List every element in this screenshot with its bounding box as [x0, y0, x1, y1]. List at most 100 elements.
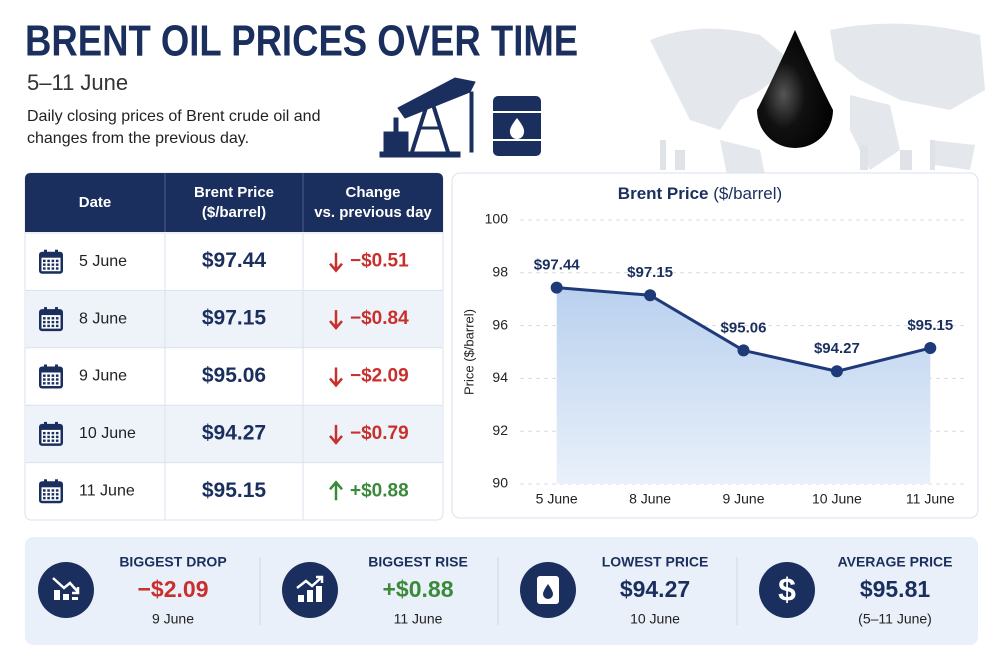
y-tick-label: 92: [492, 422, 508, 438]
calendar-day: [47, 320, 50, 324]
point: [644, 289, 657, 302]
calendar-day: [43, 324, 46, 328]
calendar-day: [55, 439, 59, 442]
column-header: ($/barrel): [202, 204, 266, 221]
calendar-day: [51, 378, 55, 381]
table-header-bg: [25, 173, 443, 232]
stat-note: 9 June: [152, 611, 194, 627]
price-cell: $97.15: [202, 307, 267, 330]
date-cell: 9 June: [79, 368, 127, 385]
column-header: Date: [79, 194, 112, 211]
calendar-ring: [44, 421, 47, 427]
calendar-day: [43, 263, 46, 266]
calendar-face: [41, 372, 61, 386]
stat-value: $95.81: [860, 576, 931, 602]
barrel-icon: [493, 96, 541, 156]
calendar-day: [51, 259, 55, 263]
stat-label: BIGGEST DROP: [119, 554, 226, 570]
icon-bars: [298, 586, 322, 602]
area: [556, 287, 931, 484]
x-tick-label: 8 June: [629, 491, 671, 507]
calendar-day: [43, 431, 46, 435]
calendar-day: [55, 267, 59, 270]
calendar-day: [47, 382, 50, 385]
stat-icon: [52, 577, 80, 600]
calendar-day: [43, 267, 46, 270]
date-cell: 11 June: [79, 483, 135, 500]
change-cell: −$2.09: [350, 366, 409, 387]
calendar-day: [55, 320, 59, 324]
calendar-day: [51, 496, 55, 500]
calendar-day: [51, 317, 55, 320]
calendar-day: [51, 382, 55, 385]
stat-label: LOWEST PRICE: [602, 554, 709, 570]
calendar-day: [43, 320, 46, 324]
data-label: $95.15: [907, 317, 953, 334]
calendar-day: [47, 374, 50, 377]
calendar-day: [55, 263, 59, 266]
calendar-icon: [39, 479, 63, 504]
change-cell: −$0.79: [350, 423, 409, 444]
calendar-day: [51, 439, 55, 442]
calendar-ring: [44, 364, 47, 370]
column-header: Change: [345, 184, 400, 201]
calendar-day: [55, 431, 59, 435]
calendar-day: [47, 259, 50, 263]
y-axis-label: Price ($/barrel): [461, 309, 476, 395]
calendar-day: [47, 263, 50, 266]
calendar-icon: [39, 249, 63, 274]
calendar-day: [47, 493, 50, 496]
calendar-ring: [44, 249, 47, 255]
calendar-day: [43, 382, 46, 385]
date-cell: 8 June: [79, 310, 127, 327]
point: [924, 342, 937, 355]
calendar-face: [41, 487, 61, 501]
data-label: $97.15: [627, 264, 673, 281]
change-cell: +$0.88: [350, 480, 409, 501]
description-box: Daily closing prices of Brent crude oil …: [27, 108, 320, 147]
calendar-ring: [44, 479, 47, 485]
y-tick-label: 100: [485, 211, 509, 227]
price-cell: $95.15: [202, 479, 267, 502]
calendar-day: [51, 431, 55, 435]
table: Date Brent Price ($/barrel) Change vs. previ…: [25, 173, 443, 520]
change-cell: −$0.84: [350, 308, 409, 329]
arrow-down: [329, 252, 343, 273]
calendar-day: [55, 493, 59, 496]
y-tick-label: 90: [492, 475, 508, 491]
calendar-day: [43, 435, 46, 439]
calendar-day: [55, 435, 59, 439]
calendar-day: [55, 374, 59, 377]
calendar-day: [55, 259, 59, 263]
calendar-face: [41, 315, 61, 329]
stat-note: 11 June: [394, 611, 443, 627]
calendar-day: [43, 489, 46, 492]
data-label: $95.06: [721, 319, 767, 336]
calendar-day: [47, 439, 50, 442]
calendar-day: [47, 378, 50, 381]
stat-label: AVERAGE PRICE: [838, 554, 953, 570]
calendar-day: [47, 496, 50, 500]
price-cell: $95.06: [202, 364, 266, 387]
stat-label: BIGGEST RISE: [368, 554, 468, 570]
stats-panel: [25, 537, 978, 645]
calendar-day: [55, 317, 59, 320]
chart: Brent Price ($/barrel) Price ($/barrel) 90…: [461, 184, 965, 507]
calendar-ring: [55, 307, 58, 313]
data-label: $94.27: [814, 340, 860, 357]
arrow-down: [329, 424, 343, 445]
y-tick-label: 96: [492, 316, 508, 332]
chart-title: Brent Price ($/barrel): [618, 184, 782, 203]
calendar-day: [55, 489, 59, 492]
point: [737, 344, 750, 357]
stat-icon-bg: [38, 562, 94, 618]
change-cell: −$0.51: [350, 251, 409, 272]
calendar-day: [43, 374, 46, 377]
stat-icon: [537, 576, 559, 604]
calendar-day: [55, 382, 59, 385]
stat-note: 10 June: [630, 611, 680, 627]
calendar-day: [43, 378, 46, 381]
chart-title-main: Brent Price: [618, 184, 709, 203]
